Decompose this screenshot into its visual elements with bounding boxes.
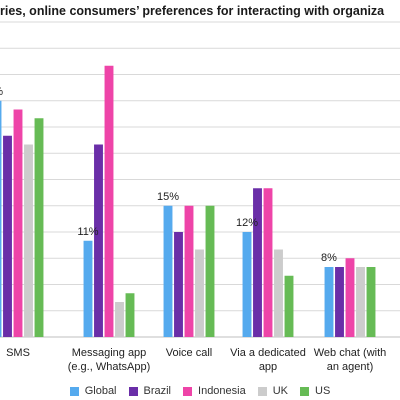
data-label: 12% [236, 217, 258, 229]
legend-swatch [300, 386, 310, 396]
category-tick-label: SMS [6, 347, 30, 359]
bars [0, 65, 376, 337]
category-tick-labels: SMS Messaging app (e.g., WhatsApp) Voice ca… [6, 347, 386, 373]
bar-global-3 [242, 232, 252, 337]
legend-item-uk: UK [257, 384, 289, 398]
bar-us-3 [284, 275, 294, 337]
category-tick-label: Via a dedicated app [230, 347, 306, 373]
legend-swatch [128, 386, 138, 396]
gridlines [0, 21, 400, 338]
category-tick-label: Messaging app (e.g., WhatsApp) [68, 347, 151, 373]
bar-us-2 [205, 205, 215, 337]
bar-global-2 [163, 205, 173, 337]
bar-brazil-3 [253, 188, 262, 337]
data-label: 11% [77, 226, 98, 238]
bar-us-1 [125, 293, 135, 337]
bar-global-4 [324, 267, 334, 337]
bar-global-1 [83, 240, 93, 337]
bar-us-4 [366, 267, 376, 337]
data-label: % [0, 86, 3, 98]
bar-uk-4 [356, 267, 365, 337]
legend-item-brazil: Brazil [128, 384, 172, 398]
bar-indonesia-4 [345, 258, 355, 337]
legend: Global Brazil Indonesia UK US [0, 384, 400, 398]
bar-chart: % 11% 15% 12% 8% SMS Messaging app(e.g., What… [0, 21, 400, 373]
category-tick-label: Web chat (with an agent) [314, 347, 387, 373]
bar-uk-1 [115, 302, 124, 337]
bar-brazil-1 [94, 144, 103, 337]
legend-swatch [183, 386, 193, 396]
legend-swatch [69, 386, 79, 396]
bar-us-0 [34, 118, 44, 337]
chart-title: ries, online consumers’ preferences for … [0, 4, 385, 18]
bar-indonesia-0 [13, 109, 23, 337]
legend-item-indonesia: Indonesia [183, 384, 246, 398]
category-tick-label: Voice call [166, 347, 212, 359]
bar-indonesia-2 [184, 205, 194, 337]
bar-uk-2 [195, 249, 204, 337]
data-labels: % 11% 15% 12% 8% [0, 86, 337, 264]
data-label: 15% [157, 191, 179, 203]
legend-swatch [257, 386, 267, 396]
data-label: 8% [321, 252, 337, 264]
bar-uk-0 [24, 144, 33, 337]
legend-item-us: US [300, 384, 330, 398]
legend-label: Brazil [143, 385, 172, 397]
legend-label: US [315, 385, 331, 397]
bar-brazil-4 [335, 267, 344, 337]
legend-label: Global [84, 385, 117, 397]
bar-indonesia-3 [263, 188, 273, 337]
bar-global-0 [0, 100, 2, 337]
legend-label: UK [272, 385, 289, 397]
legend-item-global: Global [69, 384, 117, 398]
bar-indonesia-1 [104, 65, 114, 337]
bar-brazil-2 [174, 232, 183, 337]
bar-uk-3 [274, 249, 283, 337]
legend-label: Indonesia [198, 385, 246, 397]
bar-brazil-0 [3, 135, 12, 337]
